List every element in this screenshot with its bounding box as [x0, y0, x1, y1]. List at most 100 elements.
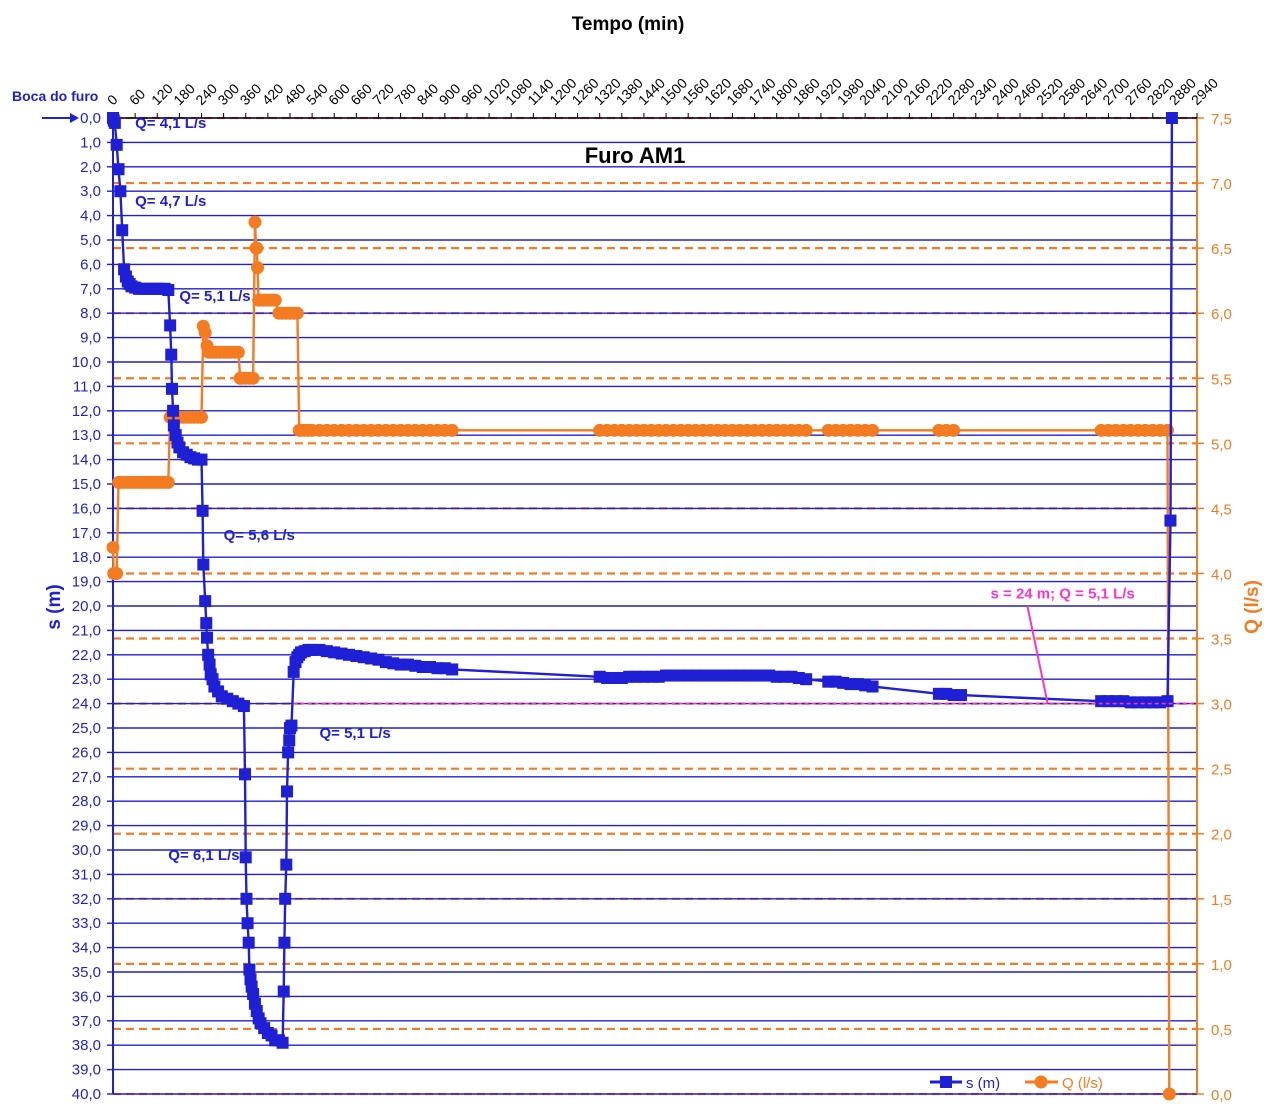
point-q [290, 306, 304, 320]
y-left-tick-label: 9,0 [80, 330, 101, 347]
point-q [106, 540, 120, 554]
x-tick-label: 60 [126, 86, 148, 108]
y-axis-left-label: s (m) [44, 584, 65, 629]
annotation-q: Q= 6,1 L/s [168, 847, 239, 864]
y-right-tick-label: 5,5 [1211, 371, 1232, 388]
legend-s-marker [940, 1076, 952, 1088]
point-q [268, 293, 282, 307]
point-q [947, 423, 961, 437]
y-right-tick-label: 4,0 [1211, 566, 1232, 583]
point-s [242, 936, 255, 949]
y-left-tick-label: 4,0 [80, 208, 101, 225]
annotation-q: Q= 4,7 L/s [135, 193, 206, 210]
y-left-tick-label: 40,0 [72, 1086, 101, 1103]
y-left-tick-label: 0,0 [80, 110, 101, 127]
point-s [281, 785, 294, 798]
point-s [285, 719, 298, 732]
y-axis-right-label: Q (l/s) [1242, 580, 1263, 634]
point-s [250, 1005, 263, 1018]
y-left-tick-label: 21,0 [72, 622, 101, 639]
y-left-tick-label: 3,0 [80, 183, 101, 200]
y-left-tick-label: 34,0 [72, 940, 101, 957]
point-s [446, 663, 459, 676]
y-right-tick-label: 1,5 [1211, 892, 1232, 909]
point-s [162, 284, 175, 297]
legend-q-label: Q (l/s) [1062, 1075, 1103, 1092]
y-left-tick-label: 36,0 [72, 988, 101, 1005]
point-s [287, 665, 300, 678]
point-s [203, 658, 216, 671]
point-s [167, 419, 180, 432]
y-right-tick-label: 6,0 [1211, 306, 1232, 323]
point-s [116, 224, 129, 237]
axes [42, 113, 1204, 1095]
point-q [1162, 1087, 1176, 1101]
point-s [247, 987, 260, 1000]
point-s [195, 453, 208, 466]
y-left-tick-label: 32,0 [72, 891, 101, 908]
point-s [202, 648, 215, 661]
y-left-tick-label: 29,0 [72, 818, 101, 835]
annotation-q: Q= 4,1 L/s [135, 115, 206, 132]
point-s [280, 858, 293, 871]
y-right-tick-label: 2,5 [1211, 762, 1232, 779]
point-q [194, 410, 208, 424]
point-s [282, 746, 295, 759]
x-tick-label: 2940 [1188, 75, 1221, 108]
legend: s (m) Q (l/s) [930, 1075, 1103, 1092]
top-left-label: Boca do furo [12, 88, 98, 104]
point-s [239, 851, 252, 864]
y-left-tick-label: 7,0 [80, 281, 101, 298]
y-left-tick-label: 11,0 [73, 378, 101, 395]
y-left-tick-label: 8,0 [80, 305, 101, 322]
point-q [250, 241, 264, 255]
y-right-tick-label: 5,0 [1211, 436, 1232, 453]
annotation-q: Q= 5,1 L/s [319, 725, 390, 742]
y-left-tick-label: 38,0 [72, 1037, 101, 1054]
y-left-tick-label: 10,0 [72, 354, 101, 371]
point-s [165, 348, 178, 361]
y-left-tick-label: 20,0 [72, 598, 101, 615]
point-q [1161, 423, 1175, 437]
y-left-tick-label: 23,0 [72, 671, 101, 688]
boca-arrow-head [70, 113, 79, 123]
y-right-tick-label: 2,0 [1211, 827, 1232, 844]
annotations-layer: Q= 4,1 L/s Q= 4,7 L/s Q= 5,1 L/s Q= 5,6 L/s… [135, 115, 1197, 864]
point-q [231, 345, 245, 359]
y-left-tick-label: 22,0 [72, 647, 101, 664]
y-left-tick-label: 31,0 [72, 866, 101, 883]
point-s [800, 673, 813, 686]
point-s [241, 917, 254, 930]
legend-s-label: s (m) [966, 1075, 1000, 1092]
left-axis-grid [113, 117, 1197, 1095]
y-right-tick-label: 7,0 [1211, 176, 1232, 193]
y-left-tick-label: 14,0 [72, 452, 101, 469]
point-s [1165, 112, 1178, 124]
point-s [240, 892, 253, 905]
point-q [248, 215, 262, 229]
point-s [110, 138, 123, 151]
point-s [197, 558, 210, 571]
chart-title: Furo AM1 [585, 143, 686, 168]
point-q [246, 371, 260, 385]
annotation-q: Q= 5,1 L/s [179, 288, 250, 305]
y-left-tick-label: 18,0 [72, 549, 101, 566]
series-line-s [111, 117, 1174, 1046]
annotation-pointer [1026, 605, 1049, 704]
y-left-tick-label: 24,0 [72, 696, 101, 713]
point-s [277, 985, 290, 998]
y-left-tick-label: 33,0 [72, 915, 101, 932]
point-q [198, 326, 212, 340]
point-s [114, 185, 127, 198]
point-s [165, 382, 178, 395]
point-q [251, 261, 265, 275]
point-s [278, 936, 291, 949]
y-left-tick-label: 6,0 [80, 256, 101, 273]
y-left-tick-label: 37,0 [72, 1013, 101, 1030]
point-s [243, 963, 256, 976]
y-left-tick-label: 16,0 [72, 500, 101, 517]
point-s [199, 595, 212, 608]
y-right-tick-label: 4,5 [1211, 501, 1232, 518]
y-left-tick-label: 15,0 [72, 476, 101, 493]
